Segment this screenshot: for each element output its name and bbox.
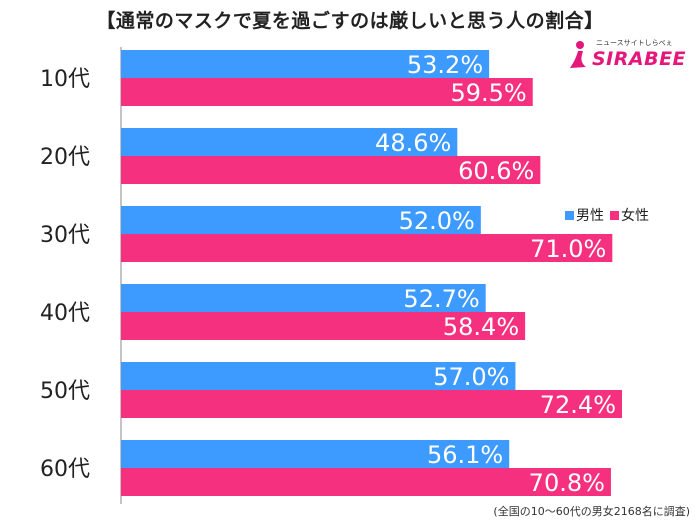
- value-label-female: 72.4%: [540, 391, 616, 419]
- value-label-male: 52.0%: [399, 207, 475, 235]
- survey-note: (全国の10～60代の男女2168名に調査): [493, 505, 690, 518]
- legend-swatch-male: [565, 210, 574, 220]
- value-label-female: 70.8%: [529, 469, 605, 497]
- logo-tagline: ニュースサイトしらべぇ: [596, 39, 673, 47]
- category-label: 30代: [40, 223, 90, 248]
- bar-female: [121, 312, 526, 340]
- legend-swatch-female: [610, 210, 619, 220]
- legend-item-female: 女性: [610, 205, 649, 225]
- bar-male: [121, 50, 490, 78]
- chart-title: 【通常のマスクで夏を過ごすのは厳しいと思う人の割合】: [96, 10, 604, 32]
- logo-name: SIRABEE: [592, 48, 687, 70]
- legend-item-male: 男性: [565, 205, 604, 225]
- bar-male: [121, 128, 458, 156]
- bar-male: [121, 284, 486, 312]
- value-label-female: 60.6%: [458, 157, 534, 185]
- category-label: 10代: [40, 67, 90, 92]
- bar-male: [121, 362, 516, 390]
- legend: 男性 女性: [563, 205, 677, 225]
- value-label-female: 71.0%: [530, 235, 606, 263]
- category-label: 40代: [40, 301, 90, 326]
- category-label: 20代: [40, 145, 90, 170]
- value-label-male: 52.7%: [403, 285, 479, 313]
- bar-female: [121, 156, 541, 184]
- bar-male: [121, 206, 481, 234]
- bar-male: [121, 440, 510, 468]
- bar-female: [121, 468, 611, 496]
- category-label: 60代: [40, 457, 90, 482]
- legend-label-female: 女性: [621, 208, 649, 224]
- bar-female: [121, 234, 613, 262]
- bar-female: [121, 390, 623, 418]
- value-label-male: 53.2%: [407, 51, 483, 79]
- value-label-female: 59.5%: [450, 79, 526, 107]
- logo-i-icon: [570, 41, 586, 68]
- category-label: 50代: [40, 379, 90, 404]
- value-label-male: 56.1%: [427, 441, 503, 469]
- value-label-female: 58.4%: [443, 313, 519, 341]
- sirabee-logo: ニュースサイトしらべぇ SIRABEE: [566, 36, 688, 74]
- bar-female: [121, 78, 533, 106]
- value-label-male: 48.6%: [375, 129, 451, 157]
- legend-label-male: 男性: [576, 208, 604, 224]
- value-label-male: 57.0%: [433, 363, 509, 391]
